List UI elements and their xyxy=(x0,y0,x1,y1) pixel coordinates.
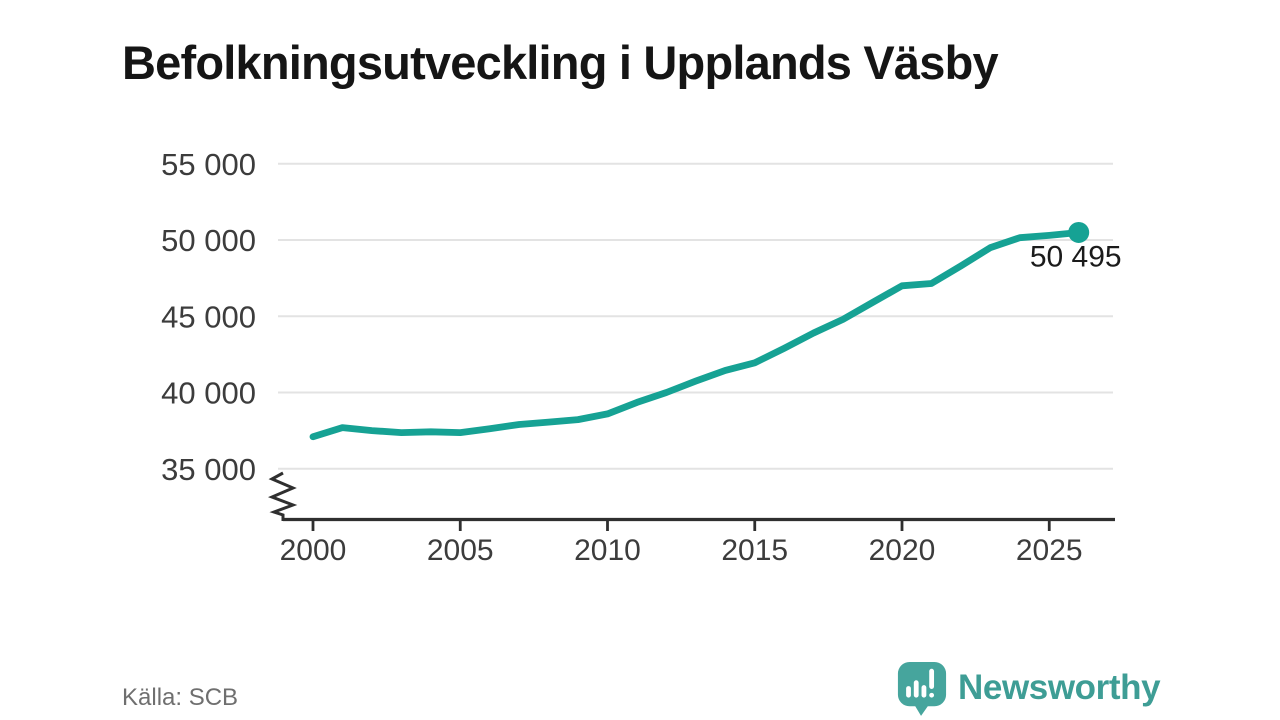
logo-exclamation-dot xyxy=(929,692,935,698)
chart-title: Befolkningsutveckling i Upplands Väsby xyxy=(122,36,999,90)
y-tick-label: 45 000 xyxy=(161,299,256,334)
x-tick-label: 2025 xyxy=(1016,534,1083,567)
y-tick-label: 40 000 xyxy=(161,376,256,411)
x-tick-label: 2015 xyxy=(721,534,788,567)
x-tick-label: 2020 xyxy=(869,534,936,567)
x-tick-label: 2010 xyxy=(574,534,641,567)
newsworthy-logo-icon xyxy=(897,662,947,716)
axis-break-icon xyxy=(268,471,298,521)
logo-bar-2 xyxy=(913,680,919,698)
y-tick-label: 50 000 xyxy=(161,223,256,258)
end-point-marker xyxy=(1068,221,1090,243)
x-tick-label: 2000 xyxy=(280,534,347,567)
y-tick-label: 55 000 xyxy=(161,147,256,182)
logo-bar-3 xyxy=(921,685,927,698)
source-note: Källa: SCB xyxy=(122,684,239,711)
logo-bar-1 xyxy=(906,686,911,698)
logo-exclamation-bar xyxy=(929,668,935,689)
population-line xyxy=(309,229,1083,441)
newsworthy-logo: Newsworthy xyxy=(896,659,1161,717)
y-tick-label: 35 000 xyxy=(161,452,256,487)
newsworthy-wordmark: Newsworthy xyxy=(958,668,1161,707)
end-point-label: 50 495 xyxy=(1030,240,1122,273)
x-tick-label: 2005 xyxy=(427,534,494,567)
